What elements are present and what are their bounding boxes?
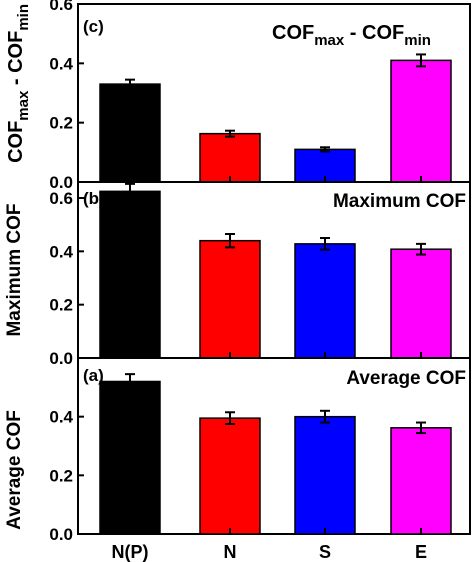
panel-b-bar: [99, 190, 161, 359]
panel-b-error-bar: [416, 242, 426, 256]
panel-c-bar: [99, 83, 161, 183]
panel-b-y-tick-label: 0.2: [49, 296, 73, 315]
panel-c-y-tick-label: 0.2: [49, 114, 73, 133]
panel-a-error-bar: [125, 373, 135, 390]
panel-a-error-bar: [320, 409, 330, 424]
x-tick-label: N(P): [112, 542, 149, 562]
panel-c-label: (c): [83, 17, 104, 36]
panel-c-y-tick-label: 0.6: [49, 0, 73, 14]
panel-c-error-bar: [125, 78, 135, 90]
panel-a-frame: [77, 357, 471, 535]
panel-c: 0.0 0.2 0.4 0.6 (c) COFmax - COFmin COFmax …: [5, 0, 471, 192]
panel-b-y-tick-label: 0.4: [49, 242, 73, 261]
panel-c-y-tick-label: 0.4: [49, 54, 73, 73]
x-tick-label: E: [415, 542, 427, 562]
panel-c-y-axis-label: COFmax - COFmin: [5, 4, 32, 163]
panel-a-y-tick-label: 0.2: [49, 466, 73, 485]
panel-b-y-axis-label: Maximum COF: [4, 203, 25, 336]
panel-b-y-tick-label: 0.6: [49, 189, 73, 208]
panel-b-bar: [199, 239, 261, 359]
panel-b-error-bar: [320, 237, 330, 251]
x-axis-category-labels: N(P) N S E: [112, 542, 428, 562]
panel-c-y-tick-label: 0.0: [49, 173, 73, 192]
panel-c-error-bar: [225, 129, 235, 138]
panel-c-error-bar: [416, 53, 426, 68]
panel-b-bar: [390, 248, 452, 359]
panel-c-error-bar: [320, 146, 330, 153]
panel-c-y-ticks: 0.0 0.2 0.4 0.6: [49, 0, 422, 192]
panel-a-y-axis-label: Average COF: [4, 410, 25, 530]
panel-a-y-tick-label: 0.4: [49, 408, 73, 427]
panel-b: 0.0 0.2 0.4 0.6 (b) Maximum COF Maximum COF: [4, 181, 471, 368]
x-tick-label: S: [319, 542, 331, 562]
panel-b-error-bar: [225, 233, 235, 249]
x-tick-label: N: [224, 542, 237, 562]
panel-c-title: COFmax - COFmin: [272, 22, 431, 49]
panel-a-label: (a): [83, 366, 104, 385]
panel-c-bar: [199, 132, 261, 183]
panel-b-y-ticks: 0.0 0.2 0.4 0.6: [49, 189, 422, 368]
panel-a-y-tick-label: 0.0: [49, 525, 73, 544]
panel-a-bar: [199, 417, 261, 535]
panel-b-label: (b): [83, 189, 105, 208]
panel-a: 0.0 0.2 0.4 (a) Average COF Average COF: [4, 357, 471, 544]
panel-a-bar: [390, 427, 452, 535]
panel-b-error-bar: [125, 182, 135, 200]
panel-b-y-tick-label: 0.0: [49, 349, 73, 368]
panel-c-bar: [390, 59, 452, 183]
panel-b-bar: [294, 243, 356, 359]
panel-a-title: Average COF: [346, 368, 466, 389]
panel-a-error-bar: [225, 411, 235, 425]
panel-a-bar: [294, 415, 356, 535]
panel-a-error-bar: [416, 421, 426, 435]
panel-c-bars: [99, 53, 452, 183]
panel-a-bar: [99, 380, 161, 535]
panel-a-bars: [99, 373, 452, 535]
panel-b-title: Maximum COF: [333, 191, 466, 212]
panel-a-y-ticks: 0.0 0.2 0.4: [49, 408, 422, 544]
